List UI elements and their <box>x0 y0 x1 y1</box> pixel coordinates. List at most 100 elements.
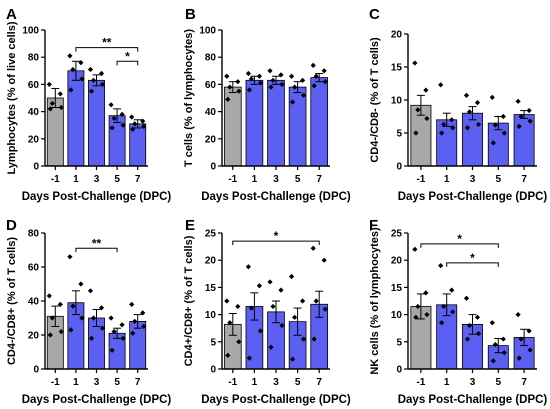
y-tick-label: 20 <box>28 134 40 145</box>
x-tick-label: -1 <box>228 174 237 185</box>
data-point <box>301 336 307 342</box>
y-axis-label: Lymphocytes (% of live cells) <box>6 21 18 174</box>
x-tick-label: 7 <box>135 377 141 388</box>
data-point <box>289 73 295 79</box>
data-point <box>527 118 533 124</box>
data-point <box>475 331 482 337</box>
data-point <box>301 92 307 98</box>
data-point <box>311 336 317 342</box>
data-point <box>279 322 285 329</box>
significance-bracket <box>420 243 499 248</box>
panel-letter: B <box>185 6 196 23</box>
data-point <box>46 81 52 87</box>
y-tick-label: 0 <box>33 162 39 173</box>
data-point <box>87 66 94 73</box>
data-point <box>300 298 306 304</box>
data-point <box>67 53 73 59</box>
panel-letter: A <box>6 6 17 23</box>
data-point <box>313 298 319 304</box>
significance-label: * <box>125 49 130 63</box>
data-point <box>412 60 418 66</box>
x-tick-label: 7 <box>521 377 527 388</box>
data-point <box>236 88 242 94</box>
x-tick-label: 1 <box>444 174 450 185</box>
data-point <box>88 88 95 94</box>
data-point <box>475 121 482 128</box>
data-point <box>321 68 327 74</box>
y-axis-label: T cells (% of lymphocytes) <box>183 29 195 167</box>
data-point <box>130 126 136 132</box>
data-point <box>518 113 524 120</box>
data-point <box>58 329 64 335</box>
data-point <box>313 73 319 79</box>
y-tick-label: 60 <box>28 263 40 274</box>
data-point <box>310 62 316 68</box>
y-axis-label: CD4-/CD8+ (% of T cells) <box>6 237 18 365</box>
data-point <box>68 87 74 93</box>
data-point <box>130 330 136 336</box>
data-point <box>441 121 447 128</box>
data-point <box>438 263 444 269</box>
x-tick-label: 1 <box>73 377 79 388</box>
data-point <box>87 288 94 294</box>
data-point <box>413 314 419 320</box>
x-axis-label: Days Post-Challenge (DPC) <box>22 394 172 406</box>
data-point <box>492 341 498 348</box>
data-point <box>268 344 274 350</box>
data-point <box>111 115 117 121</box>
data-point <box>235 79 241 85</box>
data-point <box>257 80 263 86</box>
y-tick-label: 20 <box>28 331 40 342</box>
data-point <box>70 303 76 309</box>
y-tick-label: 15 <box>391 63 403 74</box>
x-tick-label: -1 <box>51 377 60 388</box>
data-point <box>515 98 521 104</box>
bar-dpc-1 <box>245 79 264 167</box>
x-tick-label: 5 <box>496 174 502 185</box>
bar-dpc-5 <box>288 86 307 167</box>
x-tick-label: 3 <box>94 174 100 185</box>
y-tick-label: 40 <box>205 107 217 118</box>
y-tick-label: 0 <box>396 365 402 376</box>
data-point <box>292 84 298 90</box>
panel-f: FNK cells (% of lymphocytes) 0510152025-1… <box>369 217 547 406</box>
y-tick-label: 80 <box>205 53 217 64</box>
y-tick-label: 40 <box>28 297 40 308</box>
data-point <box>278 72 284 78</box>
data-point <box>279 81 285 87</box>
panel-letter: F <box>369 217 378 234</box>
data-point <box>256 283 262 289</box>
data-point <box>245 264 251 270</box>
x-tick-label: -1 <box>416 377 425 388</box>
data-point <box>68 327 74 333</box>
data-point <box>141 323 147 330</box>
x-tick-label: 3 <box>273 377 279 388</box>
y-tick-label: 25 <box>205 229 217 240</box>
y-tick-label: 20 <box>205 134 217 145</box>
data-point <box>58 104 64 111</box>
data-point <box>267 279 273 285</box>
data-point <box>413 130 419 136</box>
data-point <box>516 355 522 361</box>
x-tick-label: -1 <box>51 174 60 185</box>
data-point <box>227 84 233 90</box>
data-point <box>516 123 522 129</box>
y-tick-label: 20 <box>205 256 217 267</box>
data-point <box>490 358 496 364</box>
x-tick-label: 7 <box>135 174 141 185</box>
data-point <box>466 322 473 329</box>
y-tick-label: 100 <box>22 26 39 37</box>
data-point <box>501 350 507 356</box>
x-tick-label: 1 <box>252 377 258 388</box>
data-point <box>235 303 241 310</box>
x-tick-label: 3 <box>470 377 476 388</box>
data-point <box>290 356 296 362</box>
data-point <box>246 87 252 93</box>
x-tick-label: 1 <box>252 174 258 185</box>
data-point <box>322 79 328 85</box>
x-tick-label: 7 <box>521 174 527 185</box>
panel-letter: C <box>369 6 380 23</box>
data-point <box>270 303 276 310</box>
x-axis-label: Days Post-Challenge (DPC) <box>201 394 351 406</box>
data-point <box>79 76 85 82</box>
